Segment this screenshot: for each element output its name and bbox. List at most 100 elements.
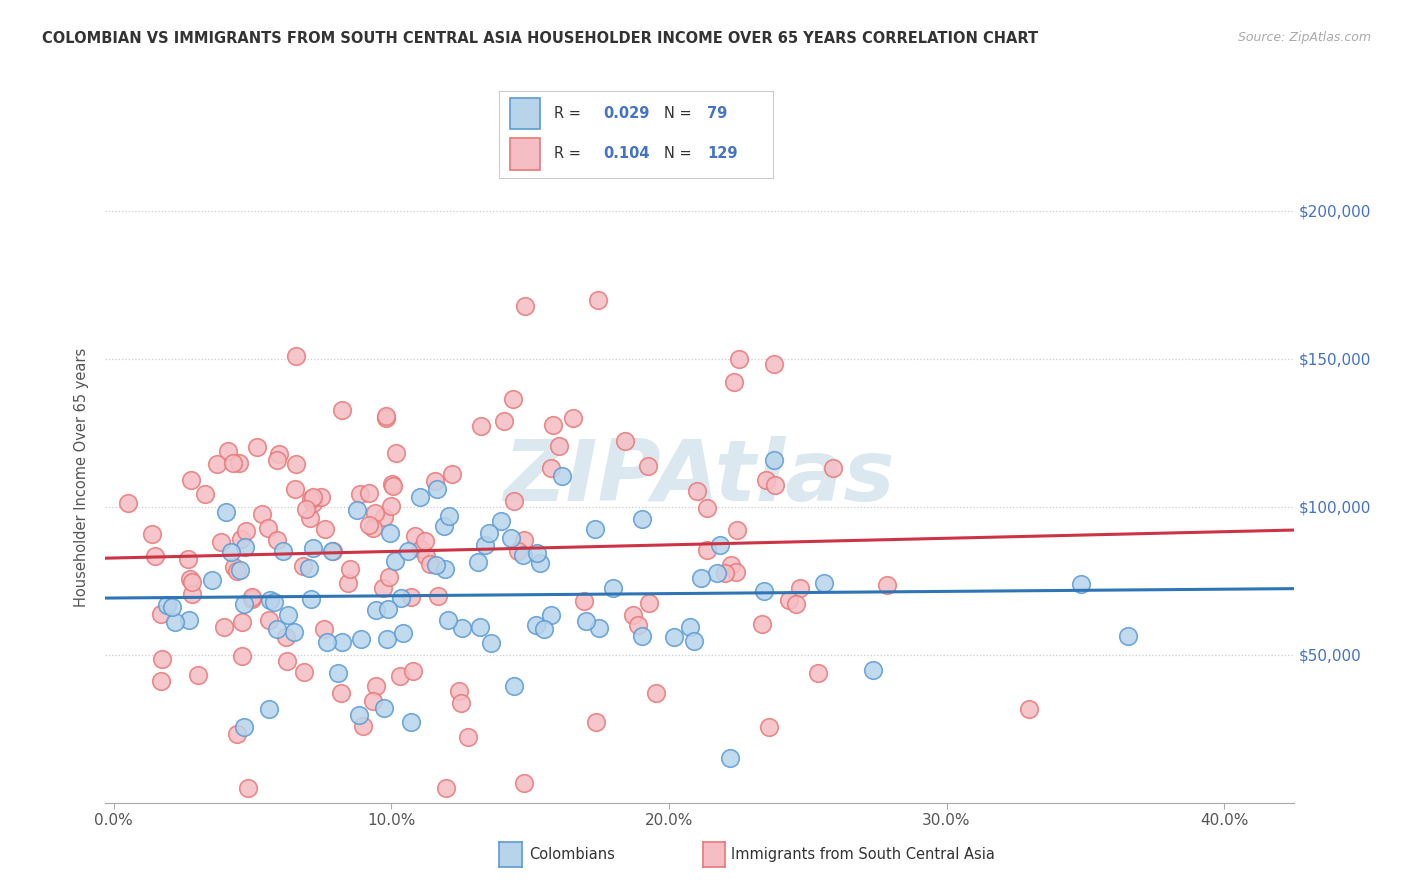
Text: R =: R = bbox=[554, 146, 585, 161]
Point bbox=[246, 440, 269, 454]
Point bbox=[491, 514, 513, 528]
Point bbox=[209, 535, 232, 549]
Point bbox=[295, 502, 318, 516]
Text: Immigrants from South Central Asia: Immigrants from South Central Asia bbox=[731, 847, 995, 862]
Point bbox=[141, 526, 163, 541]
Point bbox=[778, 593, 800, 607]
Point bbox=[179, 613, 201, 627]
Text: N =: N = bbox=[664, 106, 696, 121]
Y-axis label: Householder Income Over 65 years: Householder Income Over 65 years bbox=[75, 348, 90, 607]
Point bbox=[402, 664, 425, 678]
Point bbox=[474, 538, 496, 552]
Point bbox=[529, 556, 551, 570]
Point bbox=[419, 558, 441, 572]
Point bbox=[470, 419, 492, 434]
Point bbox=[807, 665, 830, 680]
Point bbox=[284, 458, 307, 472]
Point bbox=[758, 720, 780, 734]
Point bbox=[149, 673, 172, 688]
Point bbox=[377, 570, 399, 584]
Point bbox=[150, 652, 173, 666]
Point bbox=[686, 484, 709, 499]
Point bbox=[215, 505, 238, 519]
Point bbox=[321, 543, 343, 558]
Point bbox=[347, 707, 370, 722]
Point bbox=[309, 490, 332, 504]
Point bbox=[575, 615, 598, 629]
Point bbox=[433, 519, 456, 533]
Point bbox=[377, 601, 399, 615]
Point bbox=[494, 414, 516, 428]
Point bbox=[284, 482, 307, 496]
Point bbox=[382, 479, 405, 493]
Point bbox=[627, 617, 650, 632]
Point bbox=[361, 521, 384, 535]
Point bbox=[503, 493, 526, 508]
Point bbox=[285, 349, 308, 363]
Point bbox=[388, 669, 411, 683]
Point bbox=[143, 549, 166, 563]
Point bbox=[440, 467, 463, 481]
Point bbox=[630, 629, 652, 643]
Point bbox=[785, 597, 807, 611]
Point bbox=[1070, 577, 1092, 591]
Point bbox=[377, 632, 399, 646]
Point bbox=[526, 546, 548, 560]
Point bbox=[266, 533, 288, 547]
Point bbox=[165, 615, 187, 630]
Point bbox=[330, 686, 353, 700]
Point bbox=[718, 751, 741, 765]
Point bbox=[404, 529, 426, 543]
Point bbox=[725, 523, 748, 537]
Point bbox=[156, 598, 179, 612]
Point bbox=[283, 624, 305, 639]
Point bbox=[427, 589, 450, 603]
Point bbox=[439, 508, 461, 523]
Point bbox=[588, 621, 610, 635]
Point bbox=[225, 727, 247, 741]
Point bbox=[1116, 629, 1139, 643]
Point bbox=[725, 565, 748, 579]
Point bbox=[562, 411, 585, 425]
Point bbox=[415, 549, 437, 564]
Point bbox=[398, 544, 420, 558]
Point bbox=[236, 780, 259, 795]
Point bbox=[269, 447, 291, 461]
Point bbox=[271, 543, 294, 558]
Point bbox=[346, 502, 368, 516]
Point bbox=[501, 531, 523, 545]
Point bbox=[217, 444, 239, 458]
Point bbox=[751, 617, 773, 632]
Point bbox=[613, 434, 636, 448]
Point bbox=[457, 730, 479, 744]
Point bbox=[357, 485, 380, 500]
Point bbox=[149, 607, 172, 621]
Point bbox=[540, 461, 562, 475]
Point bbox=[364, 506, 387, 520]
Point bbox=[450, 696, 472, 710]
Point bbox=[294, 665, 316, 679]
Point bbox=[371, 581, 394, 595]
Point bbox=[330, 402, 353, 417]
Point bbox=[512, 533, 534, 547]
Text: 129: 129 bbox=[707, 146, 738, 161]
Text: 0.029: 0.029 bbox=[603, 106, 650, 121]
Point bbox=[302, 541, 325, 555]
Point bbox=[228, 456, 250, 470]
Point bbox=[586, 293, 609, 307]
Point bbox=[763, 357, 786, 371]
Point bbox=[235, 524, 257, 539]
Point bbox=[631, 512, 654, 526]
Point bbox=[540, 607, 562, 622]
Point bbox=[250, 507, 273, 521]
Point bbox=[413, 533, 436, 548]
Point bbox=[720, 558, 742, 573]
Point bbox=[714, 566, 737, 581]
Point bbox=[434, 780, 457, 795]
Point bbox=[602, 581, 624, 595]
Point bbox=[232, 597, 254, 611]
Point bbox=[574, 594, 596, 608]
Point bbox=[467, 555, 489, 569]
Point bbox=[679, 620, 702, 634]
Point bbox=[257, 702, 280, 716]
